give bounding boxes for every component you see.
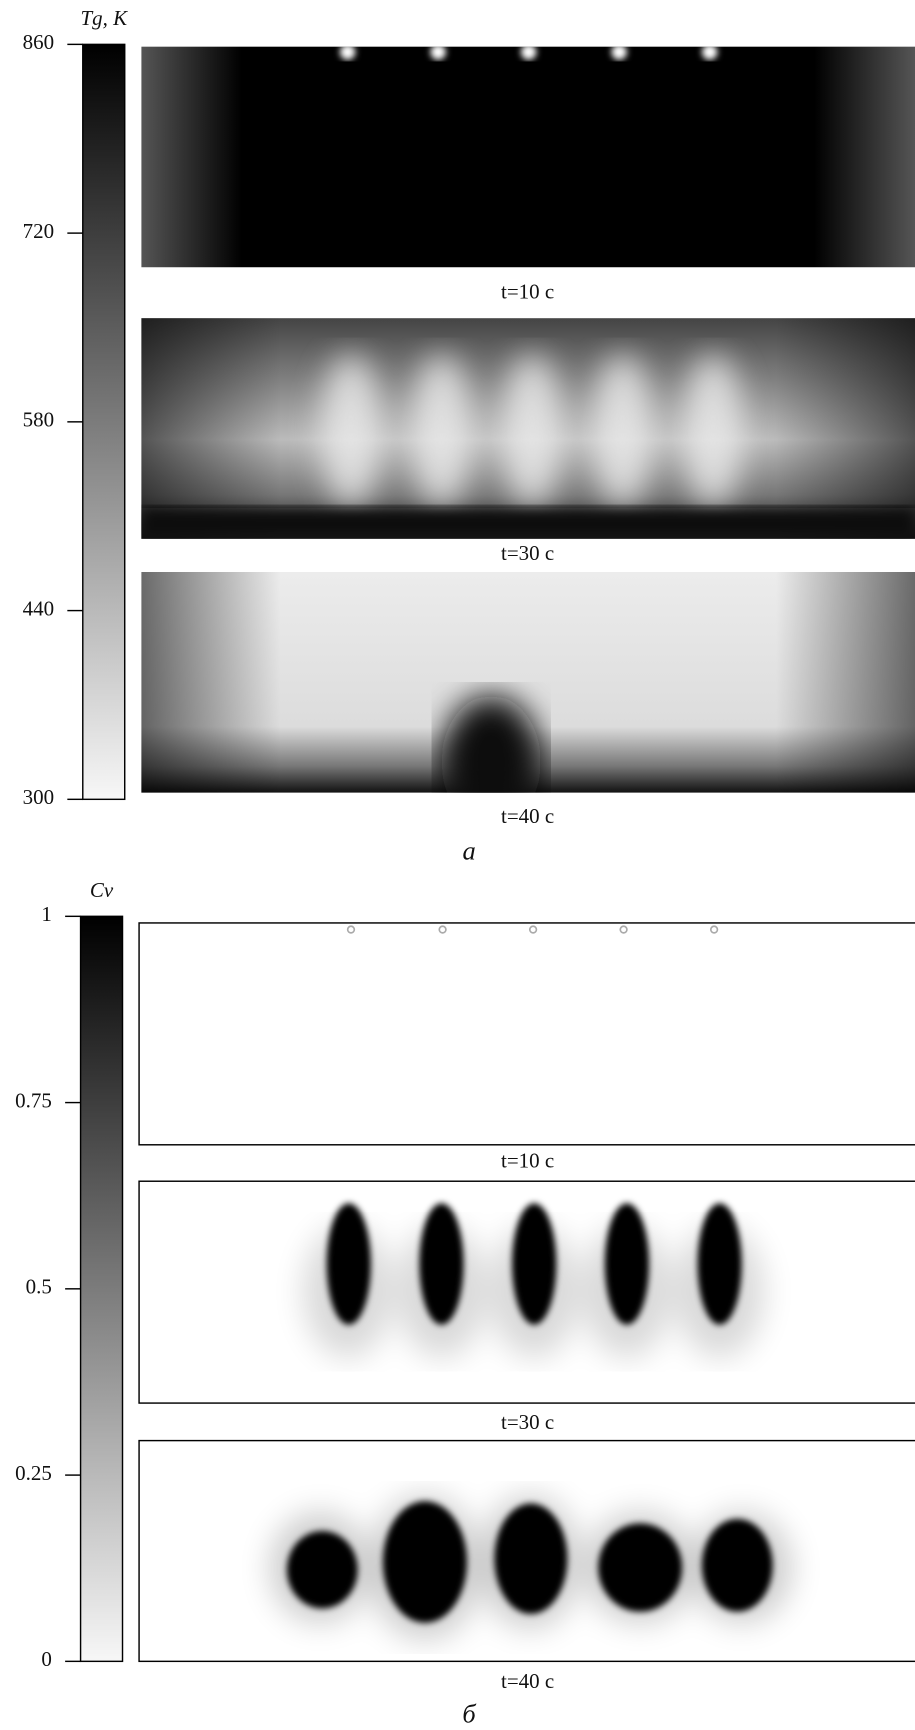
colorbar [79, 915, 124, 1663]
field-image [270, 1495, 792, 1640]
panel-caption: t=10 с [501, 1148, 554, 1172]
tick-label: 720 [23, 219, 54, 243]
panel-caption: t=40 с [501, 1669, 554, 1693]
panel-caption: t=10 с [501, 280, 554, 304]
tick-label: 580 [23, 408, 54, 432]
figure-label: б [462, 1699, 477, 1729]
field-image [141, 46, 915, 268]
panel-caption: t=30 с [501, 541, 554, 565]
field-image [141, 571, 915, 793]
tick-label: 440 [23, 596, 54, 620]
field-image [303, 1203, 764, 1358]
field-image [346, 925, 719, 934]
tick-label: 0.25 [15, 1461, 52, 1485]
tick-label: 860 [23, 30, 54, 54]
panel-caption: t=40 с [501, 804, 554, 828]
tick-label: 1 [41, 902, 51, 926]
colorbar-title: Cv [90, 878, 114, 902]
panel-caption: t=30 с [501, 1410, 554, 1434]
tick-label: 300 [23, 785, 54, 809]
figure-label: а [462, 835, 475, 865]
tick-label: 0.5 [26, 1275, 52, 1299]
colorbar [82, 43, 126, 801]
field-frame [138, 922, 915, 1146]
colorbar-title: Tg, К [80, 6, 128, 30]
field-image [141, 318, 915, 539]
tick-label: 0 [41, 1647, 51, 1671]
tick-label: 0.75 [15, 1088, 52, 1112]
